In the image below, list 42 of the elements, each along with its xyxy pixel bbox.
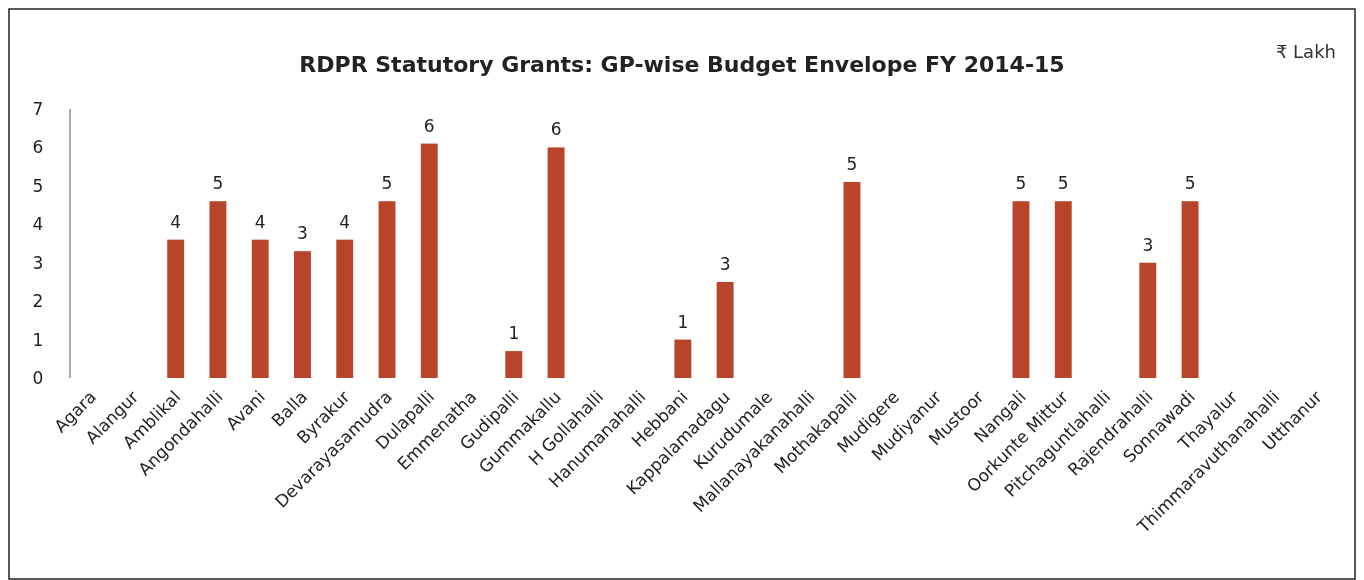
y-tick-label: 0 <box>32 367 44 388</box>
data-label: 5 <box>1184 173 1196 194</box>
data-label: 5 <box>846 154 858 175</box>
bar <box>294 251 311 378</box>
data-label: 1 <box>677 311 689 332</box>
y-tick-label: 3 <box>32 252 44 273</box>
bar <box>1181 201 1199 378</box>
data-label: 6 <box>423 115 435 136</box>
data-label: 6 <box>550 119 562 140</box>
bar <box>336 239 354 378</box>
bar <box>716 281 734 378</box>
data-label: 1 <box>508 323 520 344</box>
data-label: 5 <box>381 173 393 194</box>
bar <box>420 143 438 378</box>
y-tick-label: 4 <box>32 214 44 235</box>
bar <box>1012 201 1030 378</box>
bar <box>1054 201 1072 378</box>
bar <box>251 239 269 378</box>
data-label: 4 <box>254 211 266 232</box>
data-label: 3 <box>719 253 731 274</box>
bar <box>1139 262 1157 378</box>
bar <box>843 182 861 378</box>
y-tick-label: 2 <box>32 291 44 312</box>
y-tick-label: 7 <box>32 98 44 119</box>
bar <box>505 351 523 378</box>
data-label: 3 <box>297 223 308 244</box>
bar <box>209 201 227 378</box>
bar <box>674 339 692 378</box>
bar <box>378 201 396 378</box>
bar <box>167 239 185 378</box>
text: ₹ Lakh <box>1275 41 1336 62</box>
chart-title: RDPR Statutory Grants: GP-wise Budget Envelope FY 2014-15 <box>299 52 1065 77</box>
data-label: 4 <box>170 211 182 232</box>
data-label: 5 <box>1057 173 1069 194</box>
data-label: 4 <box>339 211 351 232</box>
y-tick-label: 1 <box>32 329 44 350</box>
y-tick-label: 6 <box>32 137 44 158</box>
data-label: 5 <box>212 173 224 194</box>
data-label: 5 <box>1015 173 1027 194</box>
data-label: 3 <box>1142 234 1154 255</box>
y-tick-label: 5 <box>32 175 44 196</box>
bar <box>547 147 565 378</box>
